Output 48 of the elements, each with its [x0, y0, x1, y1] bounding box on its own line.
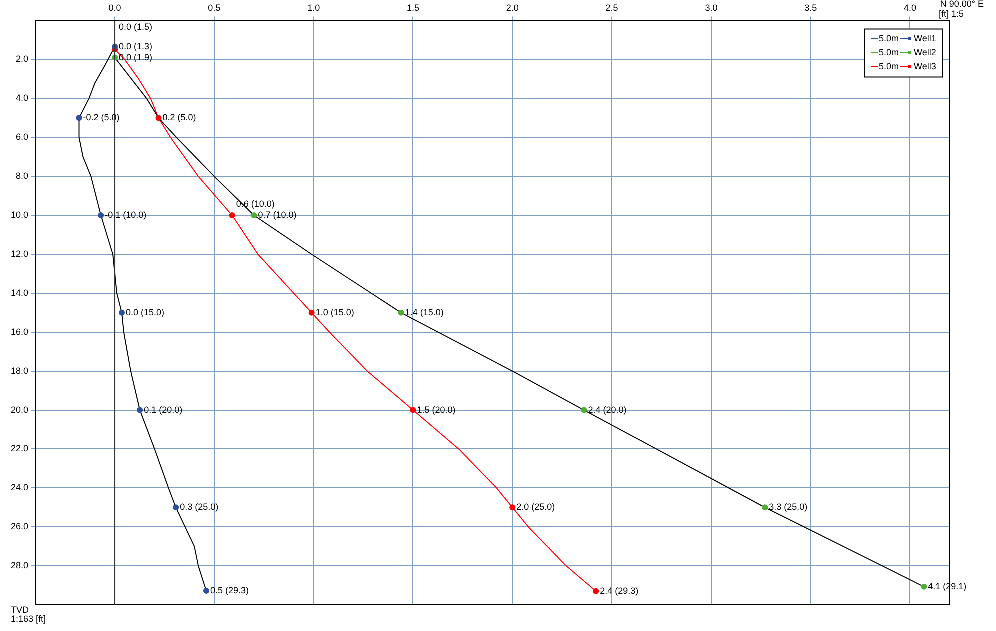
data-label: 1.0 (15.0) [316, 307, 354, 318]
y-tick-label: 2.0 [16, 54, 29, 64]
y-tick-label: 4.0 [16, 93, 29, 104]
legend-label: Well2 [914, 47, 936, 58]
data-label: 1.4 (15.0) [405, 307, 444, 318]
data-label: 0.1 (20.0) [144, 404, 183, 415]
text: 5.0m [879, 47, 900, 58]
data-label: 3.3 (25.0) [769, 502, 808, 512]
y-axis-title: TVD [11, 605, 30, 615]
text: [ft] 1:5 [938, 9, 964, 19]
y-tick-label: 20.0 [10, 404, 29, 415]
x-tick-label: 3.5 [804, 2, 818, 13]
x-tick-label: 0.0 [108, 2, 122, 13]
data-label: 0.0 (1.3) [119, 41, 153, 52]
y-tick-label: 24.0 [10, 482, 29, 493]
x-tick-label: 0.5 [208, 2, 221, 13]
y-tick-label: 12.0 [10, 248, 29, 259]
data-label: 0.0 (1.5) [119, 22, 153, 32]
legend-label: Well3 [914, 61, 936, 72]
data-label: 2.0 (25.0) [516, 502, 556, 512]
y-tick-label: 10.0 [10, 210, 29, 220]
y-tick-label: 18.0 [10, 366, 29, 376]
x-tick-label: 2.0 [506, 2, 519, 13]
x-tick-label: 4.0 [904, 2, 916, 13]
annotation: 5.0m [879, 33, 900, 44]
data-label: 0.0 (15.0) [126, 307, 165, 318]
x-axis-title: N 90.00° E [940, 0, 984, 9]
y-tick-label: 6.0 [16, 132, 29, 142]
y-tick-label: 26.0 [10, 522, 29, 532]
data-label: 2.4 (20.0) [588, 404, 627, 415]
data-label: 2.4 (29.3) [600, 586, 639, 596]
x-tick-label: 2.5 [606, 2, 618, 13]
y-tick-label: 14.0 [10, 288, 29, 298]
y-tick-label: 16.0 [10, 326, 29, 337]
data-label: 0.5 (29.3) [210, 585, 250, 596]
data-label: 1.5 (20.0) [417, 404, 456, 415]
x-tick-label: 1.5 [406, 2, 420, 13]
x-tick-label: 3.0 [705, 2, 718, 13]
x-tick-label: 1.0 [308, 2, 320, 13]
legend-label: Well1 [914, 33, 936, 44]
data-label: 0.2 (5.0) [162, 112, 196, 123]
data-label: 0.3 (25.0) [180, 502, 219, 512]
y-tick-label: 28.0 [10, 560, 29, 571]
text: 5.0m [879, 61, 900, 72]
y-tick-label: 22.0 [10, 444, 29, 454]
data-label: 0.7 (10.0) [258, 210, 297, 220]
text: 1:163 [ft] [11, 614, 46, 624]
y-tick-label: 8.0 [16, 171, 29, 182]
